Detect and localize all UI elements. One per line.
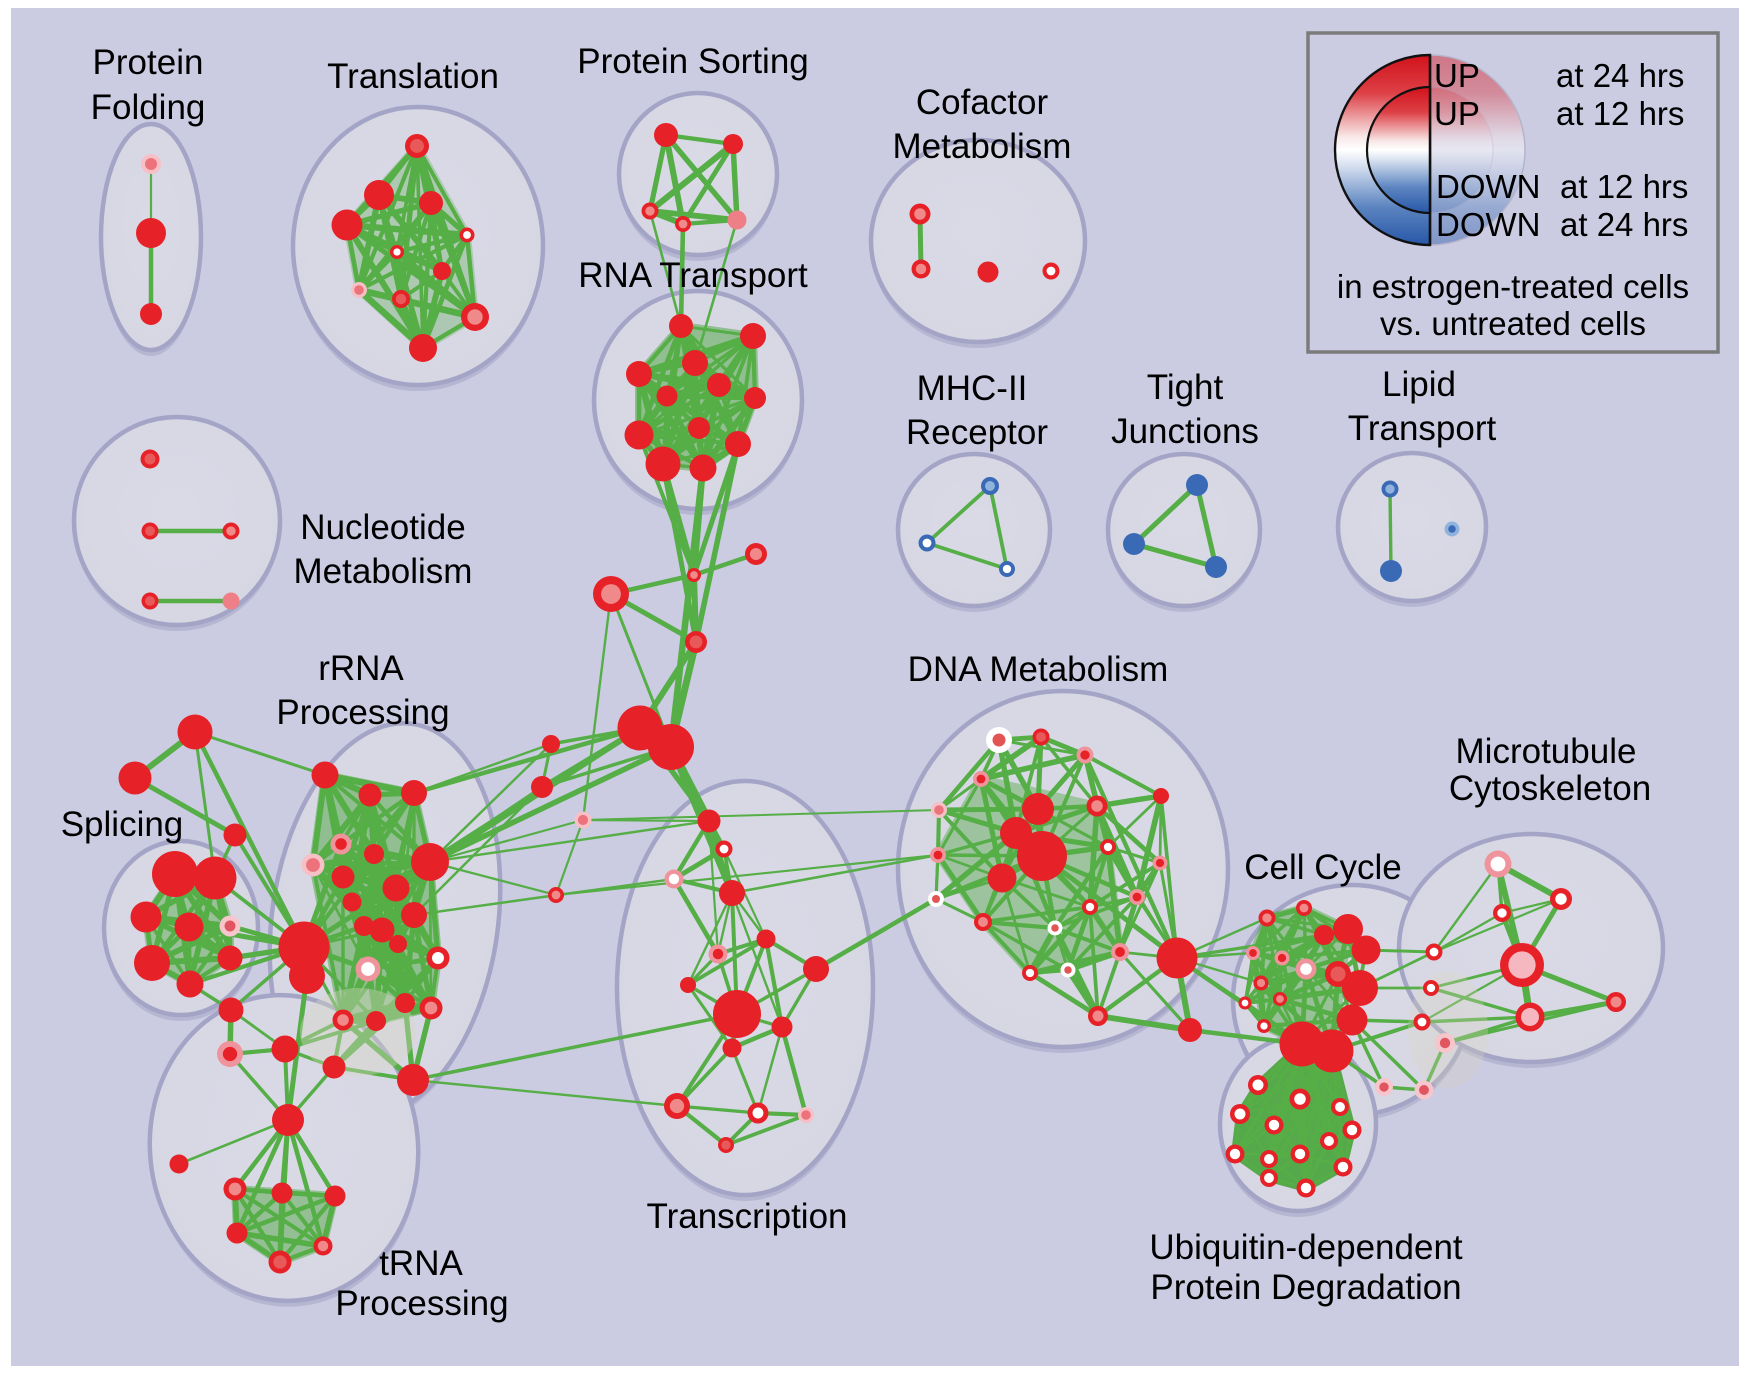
- svg-text:Microtubule: Microtubule: [1456, 732, 1637, 771]
- svg-text:Metabolism: Metabolism: [294, 552, 473, 591]
- svg-text:DOWN: DOWN: [1436, 206, 1540, 243]
- svg-text:Cytoskeleton: Cytoskeleton: [1449, 769, 1651, 808]
- svg-text:Processing: Processing: [335, 1284, 508, 1323]
- svg-text:UP: UP: [1434, 57, 1480, 94]
- svg-text:Protein Degradation: Protein Degradation: [1150, 1268, 1461, 1307]
- svg-text:Transcription: Transcription: [647, 1197, 848, 1236]
- svg-text:tRNA: tRNA: [379, 1244, 463, 1283]
- svg-text:Translation: Translation: [327, 57, 499, 96]
- svg-text:Folding: Folding: [91, 88, 206, 127]
- svg-text:Tight: Tight: [1147, 368, 1224, 407]
- svg-text:at 12 hrs: at 12 hrs: [1556, 95, 1684, 132]
- svg-text:Lipid: Lipid: [1382, 365, 1456, 404]
- svg-text:Receptor: Receptor: [906, 413, 1048, 452]
- svg-text:Cell Cycle: Cell Cycle: [1244, 848, 1402, 887]
- svg-text:at 24 hrs: at 24 hrs: [1556, 57, 1684, 94]
- svg-text:at 24 hrs: at 24 hrs: [1560, 206, 1688, 243]
- svg-text:MHC-II: MHC-II: [917, 369, 1028, 408]
- svg-text:Processing: Processing: [276, 693, 449, 732]
- svg-text:rRNA: rRNA: [318, 649, 404, 688]
- svg-text:Splicing: Splicing: [61, 805, 184, 844]
- svg-text:DNA Metabolism: DNA Metabolism: [908, 650, 1169, 689]
- svg-text:UP: UP: [1434, 95, 1480, 132]
- svg-text:at 12 hrs: at 12 hrs: [1560, 168, 1688, 205]
- svg-text:Protein Sorting: Protein Sorting: [577, 42, 809, 81]
- svg-text:Ubiquitin-dependent: Ubiquitin-dependent: [1149, 1228, 1463, 1267]
- svg-text:Cofactor: Cofactor: [916, 83, 1049, 122]
- svg-text:Protein: Protein: [93, 43, 204, 82]
- svg-text:Nucleotide: Nucleotide: [300, 508, 465, 547]
- svg-text:Metabolism: Metabolism: [893, 127, 1072, 166]
- svg-text:DOWN: DOWN: [1436, 168, 1540, 205]
- svg-text:RNA Transport: RNA Transport: [578, 256, 808, 295]
- svg-text:in estrogen-treated cells: in estrogen-treated cells: [1337, 268, 1689, 305]
- svg-text:Transport: Transport: [1348, 409, 1497, 448]
- svg-text:vs. untreated cells: vs. untreated cells: [1380, 305, 1646, 342]
- svg-text:Junctions: Junctions: [1111, 412, 1259, 451]
